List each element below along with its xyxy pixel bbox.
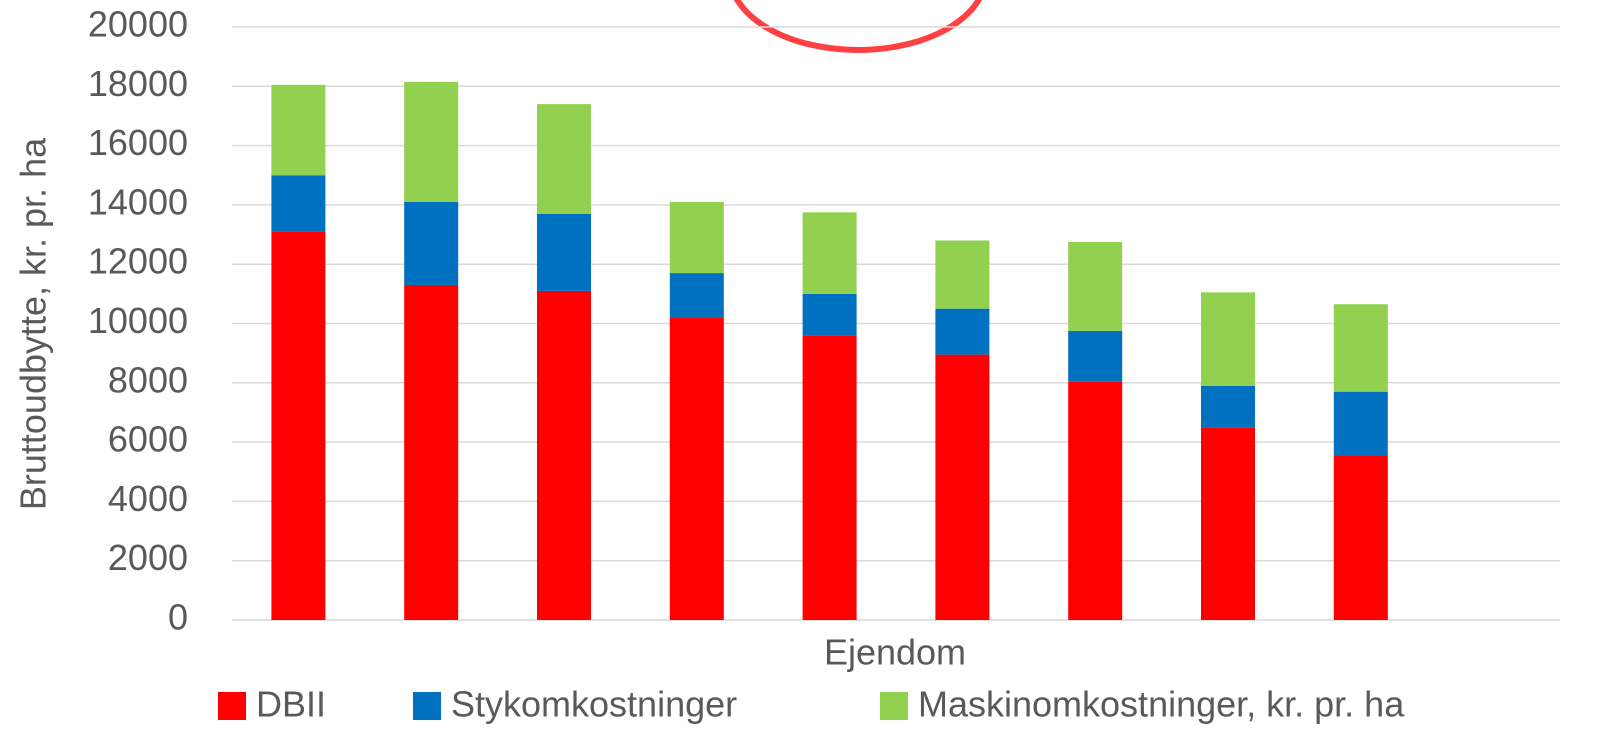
y-tick-label: 8000 [108,359,188,400]
bar-segment [404,284,459,620]
y-tick-label: 2000 [108,537,188,578]
bar-segment [802,335,857,620]
bar-segment [1068,381,1123,620]
y-tick-label: 4000 [108,478,188,519]
y-tick-label: 12000 [88,241,188,282]
bar-segment [537,104,591,214]
legend-label: DBII [256,684,326,725]
bar-segment [537,290,591,620]
y-tick-label: 16000 [88,122,188,163]
y-axis-label: Bruttoudbytte, kr. pr. ha [13,137,54,510]
bar-segment [1333,391,1388,456]
bar-segment [935,240,990,309]
bar-segment [404,81,459,202]
bar-segment [537,213,591,291]
bar-segment [935,308,990,355]
y-tick-label: 10000 [88,300,188,341]
bar-segment [1068,330,1123,382]
legend-label: Maskinomkostninger, kr. pr. ha [918,684,1405,725]
bar-segment [1201,385,1255,428]
legend-swatch [218,692,246,720]
y-tick-label: 14000 [88,181,188,222]
bar-segment [935,354,990,620]
bar-segment [802,293,857,336]
bar-segment [1201,292,1255,386]
bar-segment [802,212,857,294]
bar-segment [1201,427,1255,620]
highlight-circle [733,0,983,53]
y-tick-label: 6000 [108,419,188,460]
x-axis-label: Ejendom [824,632,966,673]
bar-segment [271,231,326,620]
legend-swatch [880,692,908,720]
bar-segment [1333,304,1388,392]
bar-segment [669,317,724,620]
bar-segment [271,175,326,232]
bar-segment [669,201,724,274]
bar-segment [404,201,459,285]
legend-swatch [413,692,441,720]
bar-segment [1068,241,1123,331]
legend-label: Stykomkostninger [451,684,737,725]
bar-segment [1333,455,1388,620]
y-tick-label: 20000 [88,4,188,45]
bar-segment [271,84,326,176]
bar-segment [669,273,724,318]
y-tick-label: 18000 [88,63,188,104]
y-tick-label: 0 [168,597,188,638]
